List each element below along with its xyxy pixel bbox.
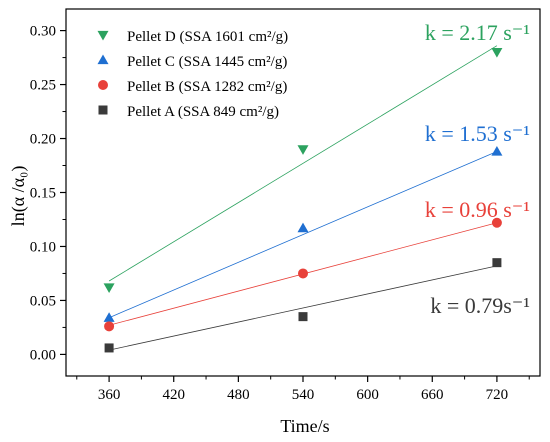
legend-marker: [97, 54, 109, 65]
data-point: [104, 321, 115, 332]
rate-constant-label: k = 1.53 s⁻¹: [425, 121, 530, 146]
legend-label: Pellet C (SSA 1445 cm²/g): [127, 54, 287, 70]
y-tick-label: 0.00: [30, 347, 56, 363]
data-point: [297, 222, 309, 233]
y-tick-label: 0.15: [30, 186, 56, 202]
x-tick-label: 420: [162, 387, 185, 403]
axes-group: 360 420 480 540 600 660 720 0.00 0.05 0.10 0.15 0.2…: [30, 24, 530, 403]
data-point: [492, 258, 502, 268]
data-point: [104, 343, 114, 353]
fit-line: [108, 151, 498, 319]
x-tick-label: 660: [421, 387, 444, 403]
data-point: [491, 217, 502, 228]
legend-label: Pellet A (SSA 849 cm²/g): [127, 104, 279, 120]
legend-label: Pellet B (SSA 1282 cm²/g): [127, 79, 287, 95]
x-tick-label: 720: [486, 387, 509, 403]
data-point: [298, 268, 308, 279]
y-tick-label: 0.10: [30, 239, 56, 255]
x-axis-title: Time/s: [280, 416, 329, 436]
y-axis-title: ln(α /α₀): [8, 166, 29, 227]
data-point: [103, 312, 115, 322]
data-point: [491, 145, 503, 156]
x-tick-label: 480: [227, 387, 250, 403]
rate-constant-label: k = 0.79s⁻¹: [430, 293, 530, 318]
x-tick-label: 600: [356, 387, 379, 403]
y-tick-label: 0.25: [30, 78, 56, 94]
y-tick-label: 0.30: [30, 24, 56, 40]
rate-constant-label: k = 0.96 s⁻¹: [425, 197, 530, 222]
y-tick-label: 0.05: [30, 293, 56, 309]
rate-constant-labels: k = 2.17 s⁻¹ k = 1.53 s⁻¹ k = 0.96 s⁻¹ k = …: [425, 20, 530, 318]
legend-marker: [98, 105, 108, 115]
fit-line: [109, 265, 497, 351]
legend-marker: [98, 80, 108, 90]
y-tick-label: 0.20: [30, 132, 56, 148]
fit-line: [108, 45, 498, 282]
data-point: [491, 48, 503, 58]
data-point: [298, 312, 308, 322]
rate-constant-label: k = 2.17 s⁻¹: [425, 20, 530, 45]
data-point: [103, 283, 115, 293]
x-tick-label: 360: [98, 387, 121, 403]
legend-label: Pellet D (SSA 1601 cm²/g): [127, 29, 288, 45]
x-tick-label: 540: [292, 387, 315, 403]
data-points-group: [103, 48, 503, 353]
data-point: [297, 145, 309, 155]
legend: Pellet D (SSA 1601 cm²/g) Pellet C (SSA 1…: [97, 29, 288, 120]
legend-marker: [97, 30, 109, 41]
